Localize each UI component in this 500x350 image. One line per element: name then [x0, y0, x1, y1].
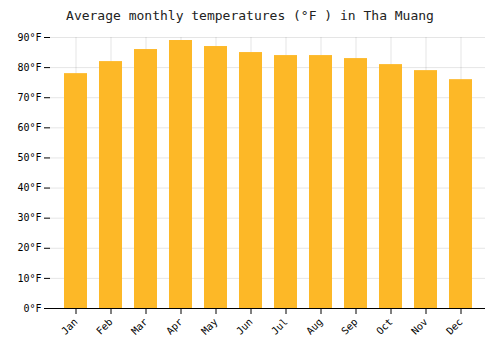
svg-text:60°F: 60°F [17, 122, 41, 133]
svg-text:20°F: 20°F [17, 242, 41, 253]
svg-text:Oct: Oct [374, 316, 395, 337]
svg-text:90°F: 90°F [17, 32, 41, 43]
svg-text:May: May [199, 316, 220, 337]
svg-text:Sep: Sep [339, 316, 360, 337]
svg-text:80°F: 80°F [17, 62, 41, 73]
svg-text:40°F: 40°F [17, 182, 41, 193]
svg-text:10°F: 10°F [17, 273, 41, 284]
svg-text:Dec: Dec [444, 316, 465, 337]
svg-text:Jun: Jun [234, 316, 255, 337]
svg-text:50°F: 50°F [17, 152, 41, 163]
svg-text:Aug: Aug [304, 316, 325, 337]
svg-text:Mar: Mar [129, 316, 150, 337]
svg-text:Jul: Jul [269, 316, 290, 337]
svg-text:70°F: 70°F [17, 92, 41, 103]
html-text:Average monthly temperatures (: Average monthly temperatures (°F ) in Th… [66, 8, 434, 23]
svg-text:Jan: Jan [59, 316, 80, 337]
svg-text:0°F: 0°F [23, 303, 41, 314]
svg-text:Nov: Nov [409, 316, 430, 337]
svg-text:Apr: Apr [164, 316, 185, 337]
svg-text:30°F: 30°F [17, 212, 41, 223]
svg-text:Feb: Feb [94, 316, 115, 337]
